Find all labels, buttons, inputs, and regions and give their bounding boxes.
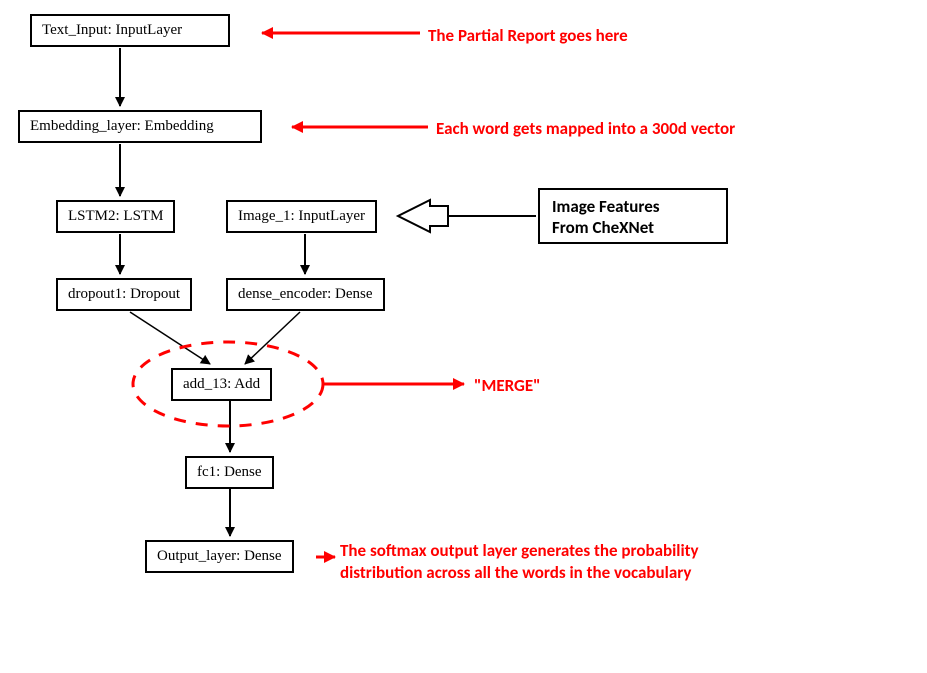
annotation-softmax-l2: distribution across all the words in the… — [340, 562, 691, 583]
edge-dropout-add — [130, 312, 210, 364]
edge-denseenc-add — [245, 312, 300, 364]
hollow-arrowhead-icon — [398, 200, 448, 232]
annotation-embedding-desc: Each word gets mapped into a 300d vector — [436, 118, 735, 139]
node-text-input: Text_Input: InputLayer — [30, 14, 230, 47]
node-lstm2: LSTM2: LSTM — [56, 200, 175, 233]
node-embedding: Embedding_layer: Embedding — [18, 110, 262, 143]
image-features-line1: Image Features — [552, 196, 714, 217]
annotation-merge: "MERGE" — [474, 375, 541, 396]
node-image-features: Image Features From CheXNet — [538, 188, 728, 244]
node-image1: Image_1: InputLayer — [226, 200, 377, 233]
node-add13: add_13: Add — [171, 368, 272, 401]
node-dropout1: dropout1: Dropout — [56, 278, 192, 311]
node-output-layer: Output_layer: Dense — [145, 540, 294, 573]
annotation-softmax-l1: The softmax output layer generates the p… — [340, 540, 699, 561]
image-features-line2: From CheXNet — [552, 217, 714, 238]
node-dense-encoder: dense_encoder: Dense — [226, 278, 385, 311]
annotation-partial-report: The Partial Report goes here — [428, 25, 628, 46]
node-fc1: fc1: Dense — [185, 456, 274, 489]
